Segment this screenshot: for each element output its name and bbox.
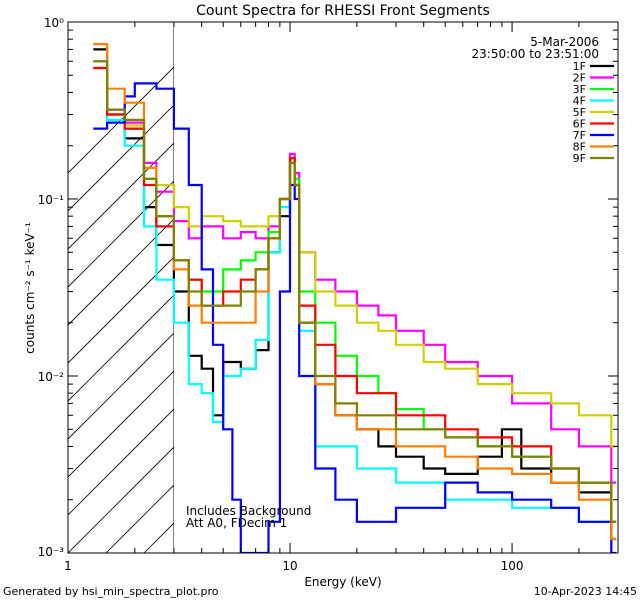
x-tick-label-100: 100 bbox=[501, 559, 524, 573]
hatch-line bbox=[68, 446, 174, 553]
legend-label-7f: 7F bbox=[573, 129, 586, 142]
legend-label-4f: 4F bbox=[573, 95, 586, 108]
legend-label-5f: 5F bbox=[573, 106, 586, 119]
legend-label-2f: 2F bbox=[573, 72, 586, 85]
footer-timestamp: 10-Apr-2023 14:45 bbox=[534, 585, 637, 598]
y-tick-label-1e-1: 10⁻¹ bbox=[38, 193, 65, 207]
y-tick-label-1e-3: 10⁻³ bbox=[38, 545, 65, 559]
x-axis-label: Energy (keV) bbox=[304, 575, 381, 589]
annotation-attenuator: Att A0, FDecim 1 bbox=[186, 516, 287, 530]
hatched-region bbox=[68, 22, 174, 553]
chart-title: Count Spectra for RHESSI Front Segments bbox=[196, 3, 490, 19]
hatch-line bbox=[68, 256, 174, 364]
footer-generated-by: Generated by hsi_min_spectra_plot.pro bbox=[3, 585, 219, 598]
header-time-range: 23:50:00 to 23:51:00 bbox=[472, 47, 599, 61]
plot-frame bbox=[67, 21, 619, 554]
series-7f-line bbox=[93, 82, 617, 553]
hatch-line bbox=[68, 370, 174, 478]
y-tick-label-1e-2: 10⁻² bbox=[38, 370, 65, 384]
hatch-line bbox=[68, 408, 174, 516]
x-tick-label-10: 10 bbox=[282, 559, 297, 573]
legend-label-9f: 9F bbox=[573, 152, 586, 165]
y-tick-label-1e0: 10⁰ bbox=[44, 16, 64, 30]
x-tick-label-1: 1 bbox=[64, 559, 72, 573]
y-axis-label: counts cm⁻² s⁻¹ keV⁻¹ bbox=[23, 222, 37, 354]
legend-label-8f: 8F bbox=[573, 141, 586, 154]
legend-label-3f: 3F bbox=[573, 83, 586, 96]
hatch-line bbox=[68, 66, 174, 174]
header-date: 5-Mar-2006 bbox=[530, 35, 599, 49]
hatch-line bbox=[68, 104, 174, 212]
tick-group bbox=[67, 21, 619, 554]
series-9f-line bbox=[93, 60, 617, 523]
legend-label-1f: 1F bbox=[573, 60, 586, 73]
legend-label-6f: 6F bbox=[573, 118, 586, 131]
hatch-line bbox=[68, 218, 174, 326]
annotation-background: Includes Background bbox=[186, 504, 311, 518]
series-group bbox=[93, 43, 617, 553]
